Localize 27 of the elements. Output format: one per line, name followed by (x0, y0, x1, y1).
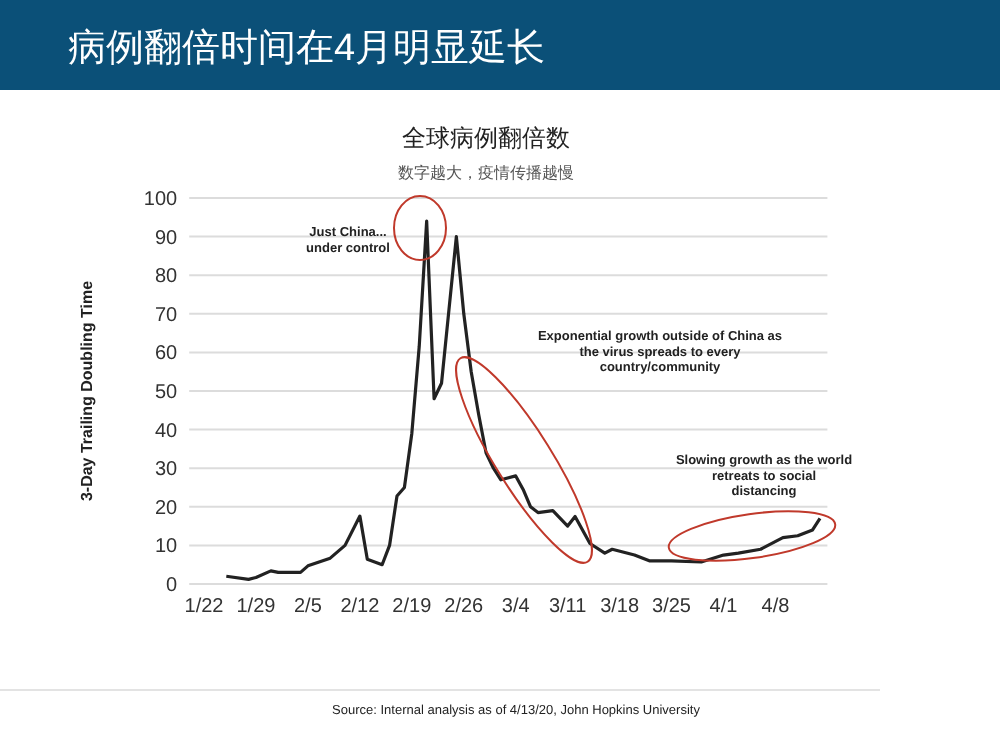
y-tick-label: 90 (154, 227, 179, 250)
x-tick-label: 3/25 (652, 596, 692, 618)
x-tick-label: 4/1 (709, 596, 739, 618)
y-tick-label: 60 (154, 343, 179, 366)
chart-title: 病例翻倍时间在4月明显延长 (68, 28, 546, 70)
y-tick-label: 30 (154, 459, 179, 482)
x-tick-label: 1/29 (236, 596, 277, 618)
x-tick-label: 3/4 (501, 596, 531, 618)
y-tick-label: 0 (166, 575, 179, 597)
y-tick-label: 80 (154, 266, 179, 289)
x-tick-label: 1/22 (184, 596, 225, 618)
x-tick-label: 3/18 (600, 596, 640, 618)
x-tick-label: 2/5 (294, 596, 323, 618)
y-axis-title: 3-Day Trailing Doubling Time (78, 279, 96, 502)
x-tick-label: 3/11 (548, 596, 588, 618)
y-tick-label: 70 (154, 304, 179, 327)
y-tick-label: 40 (154, 420, 179, 443)
chart-subtitle: 全球病例翻倍数 (402, 124, 570, 152)
y-tick-label: 20 (154, 497, 179, 520)
x-tick-label: 2/12 (340, 596, 381, 618)
y-tick-label: 100 (143, 189, 179, 211)
x-tick-label: 2/19 (392, 596, 433, 618)
x-tick-label: 4/8 (761, 596, 791, 618)
y-tick-label: 50 (154, 382, 179, 404)
x-tick-label: 2/26 (444, 596, 485, 618)
text: 数字越大，疫情传播越慢 (398, 164, 574, 182)
y-tick-label: 10 (154, 536, 179, 559)
